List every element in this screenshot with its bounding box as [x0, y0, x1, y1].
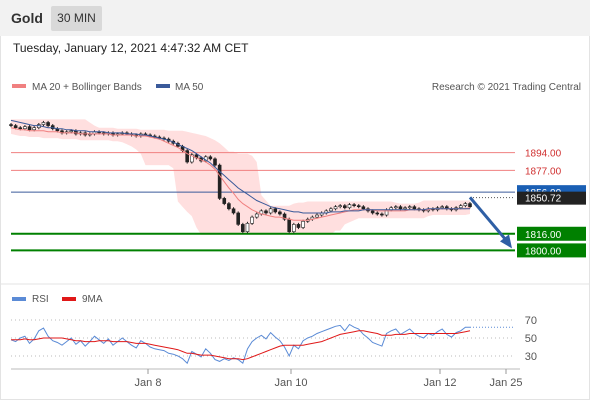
candle-body	[245, 223, 250, 232]
candle-body	[329, 208, 333, 212]
legend-swatch-ma50	[156, 84, 170, 88]
candle-body	[440, 206, 444, 209]
candle-body	[213, 158, 217, 166]
candle-body	[50, 125, 55, 130]
copyright-text: Research © 2021 Trading Central	[432, 82, 581, 93]
timestamp: Tuesday, January 12, 2021 4:47:32 AM CET	[13, 41, 249, 55]
candle-body	[273, 208, 278, 213]
candle-body	[231, 208, 236, 214]
candle-body	[208, 156, 213, 160]
candle-body	[352, 204, 356, 206]
candle-body	[361, 206, 366, 210]
time-tick-label: Jan 25	[489, 377, 522, 389]
legend-swatch-ma20	[12, 84, 26, 88]
level-label-support-4: 1800.00	[525, 246, 562, 257]
candle-body	[380, 213, 384, 216]
candle-body	[9, 124, 13, 126]
last-price-label: 1850.72	[525, 194, 562, 205]
candle-body	[333, 206, 338, 210]
candle-body	[69, 130, 74, 133]
candle-body	[343, 205, 347, 209]
candle-body	[375, 212, 380, 215]
candle-body	[217, 164, 222, 199]
legend-label-ma50: MA 50	[175, 82, 204, 93]
candle-body	[236, 212, 240, 225]
candle-body	[254, 213, 259, 218]
ma50-line	[10, 119, 470, 214]
candle-body	[347, 204, 352, 209]
candle-body	[412, 206, 417, 210]
last-price-box	[517, 191, 586, 205]
candle-body	[27, 126, 32, 131]
time-tick-label: Jan 10	[274, 377, 307, 389]
rsi-tick-50: 50	[525, 333, 537, 345]
level-label-resistance-0: 1894.00	[525, 149, 562, 160]
candle-body	[407, 206, 412, 209]
candle-body	[13, 125, 18, 128]
rsi-tick-70: 70	[525, 315, 537, 327]
level-label-resistance-1: 1877.00	[525, 166, 562, 177]
candle-body	[185, 150, 189, 163]
support-label-box-4	[517, 243, 586, 258]
candle-body	[278, 211, 282, 215]
time-tick-label: Jan 12	[423, 377, 456, 389]
candle-body	[287, 218, 291, 232]
candle-body	[338, 205, 342, 208]
projection-arrow-shaft	[468, 196, 510, 244]
ma20-line	[10, 127, 471, 221]
candle-body	[268, 208, 273, 214]
candle-body	[370, 210, 375, 214]
candle-body	[296, 224, 301, 228]
candle-body	[301, 220, 305, 228]
candle-body	[23, 126, 27, 130]
candle-body	[41, 122, 46, 125]
candle-body	[403, 207, 407, 210]
legend-swatch-rsi	[12, 297, 26, 301]
candle-body	[227, 203, 231, 210]
candle-body	[356, 205, 361, 208]
candle-body	[315, 214, 319, 218]
interval-badge[interactable]: 30 MIN	[51, 6, 102, 31]
candle-body	[282, 213, 287, 220]
candle-body	[468, 203, 472, 208]
candle-body	[398, 206, 403, 210]
candle-body	[190, 154, 194, 163]
support-label-box-3	[517, 226, 586, 241]
candle-body	[458, 205, 463, 209]
rsi-line	[10, 323, 470, 365]
candle-body	[241, 224, 245, 232]
legend-label-ma20: MA 20 + Bollinger Bands	[32, 82, 142, 93]
legend-swatch-rsi-ma	[62, 297, 76, 301]
candle-body	[46, 122, 50, 126]
bollinger-band	[11, 119, 470, 235]
candle-body	[18, 127, 23, 130]
top-bar: Gold 30 MIN	[0, 0, 590, 36]
symbol-title: Gold	[11, 10, 43, 26]
legend-label-rsi: RSI	[32, 294, 49, 305]
projection-arrow-head	[500, 234, 512, 249]
candle-body	[222, 198, 227, 204]
candle-body	[463, 203, 468, 206]
rsi-tick-30: 30	[525, 351, 537, 363]
candle-body	[394, 206, 398, 209]
level-label-support-3: 1816.00	[525, 230, 562, 241]
candle-body	[32, 127, 36, 131]
candle-body	[264, 210, 268, 214]
candle-body	[292, 224, 296, 232]
time-tick-label: Jan 8	[135, 377, 162, 389]
rsi-ma-line	[11, 330, 471, 361]
candle-body	[250, 216, 254, 224]
legend-label-rsi-ma: 9MA	[82, 294, 103, 305]
